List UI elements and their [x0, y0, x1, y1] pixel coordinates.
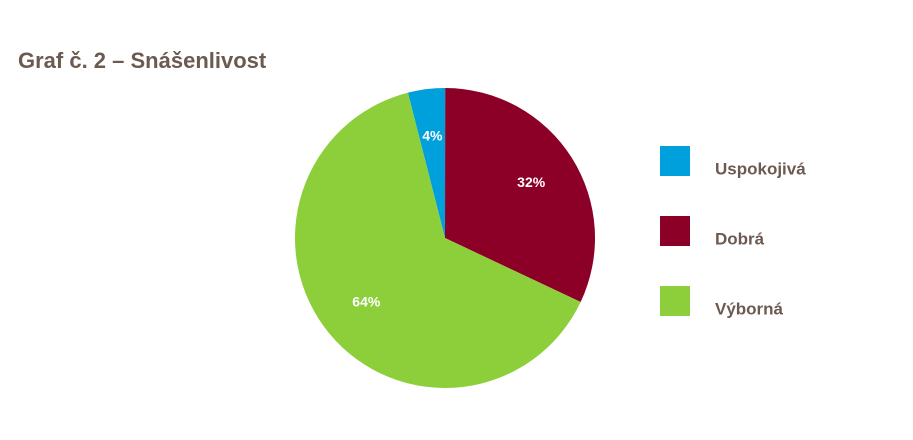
pie-slice	[407, 87, 446, 238]
pie-slice	[295, 92, 581, 388]
legend-label: Dobrá	[715, 229, 765, 248]
data-label: 64%	[352, 294, 381, 310]
legend-label: Uspokojivá	[715, 159, 806, 178]
legend-label: Výborná	[715, 299, 784, 318]
data-label: 32%	[517, 174, 546, 190]
chart-title: Graf č. 2 – Snášenlivost	[18, 48, 267, 73]
data-label: 4%	[422, 127, 443, 143]
legend-swatch	[660, 146, 690, 176]
pie-slice	[445, 88, 595, 303]
legend-swatch	[660, 216, 690, 246]
legend-swatch	[660, 286, 690, 316]
